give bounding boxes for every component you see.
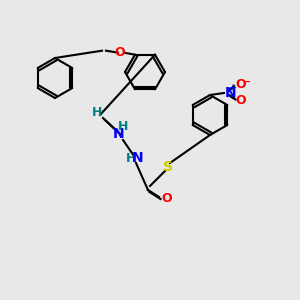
Text: H: H bbox=[92, 106, 102, 118]
Text: N: N bbox=[113, 127, 124, 141]
Text: O: O bbox=[235, 79, 246, 92]
Text: N: N bbox=[132, 151, 144, 165]
Text: N: N bbox=[225, 86, 237, 100]
Text: O: O bbox=[114, 46, 124, 59]
Text: S: S bbox=[163, 160, 173, 174]
Text: −: − bbox=[242, 77, 251, 87]
Text: H: H bbox=[118, 121, 128, 134]
Text: O: O bbox=[235, 94, 246, 106]
Text: O: O bbox=[161, 193, 172, 206]
Text: H: H bbox=[126, 152, 136, 164]
Text: +: + bbox=[228, 83, 236, 93]
